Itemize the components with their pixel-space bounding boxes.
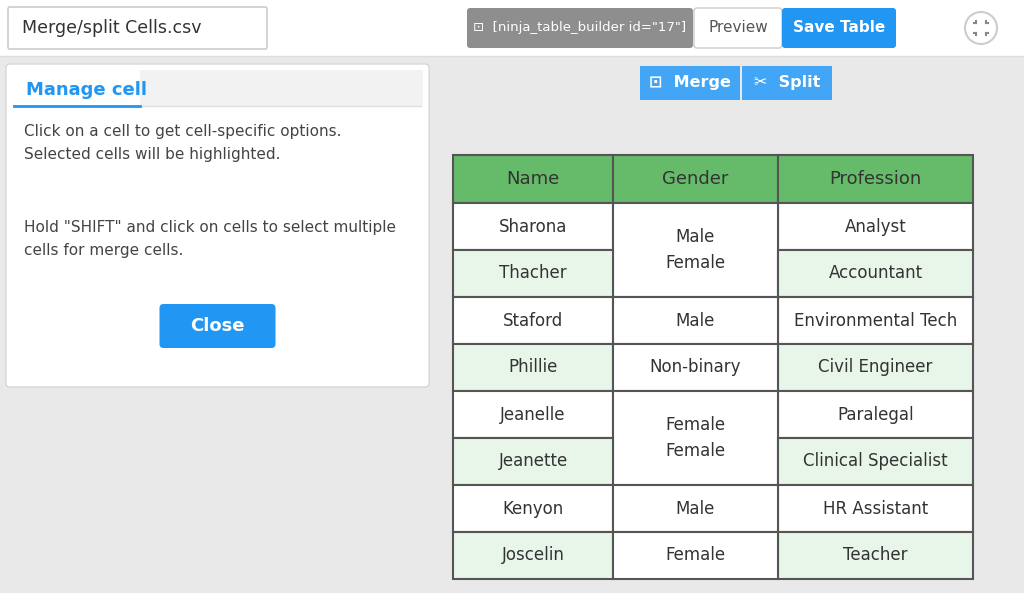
Text: Male: Male [676, 499, 715, 518]
Bar [778, 438, 973, 485]
Bar [778, 203, 973, 250]
FancyBboxPatch shape [160, 304, 275, 348]
FancyBboxPatch shape [640, 66, 740, 100]
Bar [778, 297, 973, 344]
Bar [453, 344, 613, 391]
FancyBboxPatch shape [694, 8, 782, 48]
Bar [778, 391, 973, 438]
Bar [140, 70, 423, 106]
Text: Joscelin: Joscelin [502, 547, 564, 565]
Bar [453, 438, 613, 485]
FancyBboxPatch shape [467, 8, 693, 48]
Bar [778, 155, 973, 203]
FancyBboxPatch shape [742, 66, 831, 100]
FancyBboxPatch shape [782, 8, 896, 48]
Text: Name: Name [507, 170, 560, 188]
Text: Kenyon: Kenyon [503, 499, 563, 518]
Bar [778, 344, 973, 391]
Text: ⊡  Merge: ⊡ Merge [649, 75, 731, 91]
Text: Non-binary: Non-binary [650, 359, 741, 377]
Bar [613, 155, 778, 203]
Text: Staford: Staford [503, 311, 563, 330]
Text: Accountant: Accountant [828, 264, 923, 282]
Text: Clinical Specialist: Clinical Specialist [803, 452, 948, 470]
Text: HR Assistant: HR Assistant [823, 499, 928, 518]
Bar [778, 250, 973, 297]
Bar [613, 391, 778, 485]
Text: ✂  Split: ✂ Split [754, 75, 820, 91]
Bar [613, 297, 778, 344]
Bar [613, 344, 778, 391]
Bar [613, 203, 778, 297]
Text: Male: Male [676, 311, 715, 330]
Text: Environmental Tech: Environmental Tech [794, 311, 957, 330]
Bar [453, 391, 613, 438]
Bar [613, 485, 778, 532]
Text: Phillie: Phillie [508, 359, 558, 377]
Bar [453, 532, 613, 579]
Text: Close: Close [190, 317, 245, 335]
Text: Manage cell: Manage cell [26, 81, 147, 99]
Text: Sharona: Sharona [499, 218, 567, 235]
Text: Save Table: Save Table [793, 21, 885, 36]
Text: Female: Female [666, 547, 726, 565]
Bar [0, 0, 1024, 56]
Text: Civil Engineer: Civil Engineer [818, 359, 933, 377]
Bar [453, 250, 613, 297]
Text: Profession: Profession [829, 170, 922, 188]
Text: Jeanelle: Jeanelle [501, 406, 565, 423]
Text: Thacher: Thacher [499, 264, 567, 282]
Text: Jeanette: Jeanette [499, 452, 567, 470]
Bar [453, 155, 613, 203]
FancyBboxPatch shape [8, 7, 267, 49]
Text: Gender: Gender [663, 170, 729, 188]
Text: Male
Female: Male Female [666, 228, 726, 272]
Text: Female
Female: Female Female [666, 416, 726, 460]
Bar [453, 297, 613, 344]
Bar [453, 485, 613, 532]
Text: Hold "SHIFT" and click on cells to select multiple
cells for merge cells.: Hold "SHIFT" and click on cells to selec… [24, 220, 396, 259]
Text: Paralegal: Paralegal [838, 406, 913, 423]
Text: ⊡  [ninja_table_builder id="17"]: ⊡ [ninja_table_builder id="17"] [473, 21, 686, 34]
Text: Analyst: Analyst [845, 218, 906, 235]
Text: Click on a cell to get cell-specific options.
Selected cells will be highlighted: Click on a cell to get cell-specific opt… [24, 124, 341, 162]
Text: Preview: Preview [709, 21, 768, 36]
Text: Merge/split Cells.csv: Merge/split Cells.csv [22, 19, 202, 37]
Circle shape [965, 12, 997, 44]
Bar [453, 203, 613, 250]
Bar [778, 485, 973, 532]
Text: Teacher: Teacher [843, 547, 907, 565]
Bar [778, 532, 973, 579]
Bar [613, 532, 778, 579]
FancyBboxPatch shape [6, 64, 429, 387]
